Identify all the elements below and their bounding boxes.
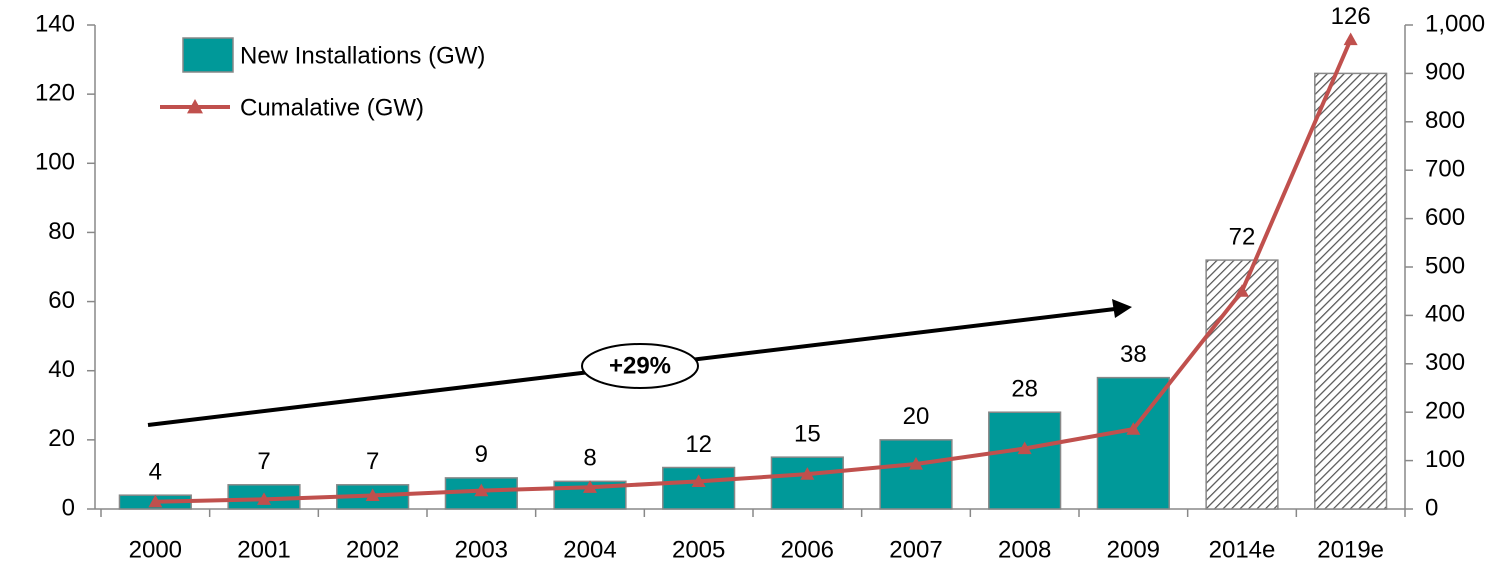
line-marker (909, 456, 923, 470)
y-tick-label: 80 (48, 218, 75, 245)
arrow-head (1112, 299, 1132, 318)
line-marker (1235, 284, 1249, 297)
value-label: 72 (1229, 223, 1256, 250)
bar (879, 439, 953, 510)
line-marker (1343, 32, 1358, 46)
x-tick-label: 2006 (781, 536, 834, 563)
x-tick-label: 2001 (237, 536, 290, 563)
value-label: 4 (149, 459, 162, 486)
value-label: 28 (1011, 376, 1038, 403)
x-tick-label: 2000 (129, 536, 182, 563)
value-label: 20 (903, 403, 930, 430)
line-marker (148, 494, 163, 508)
legend-marker (187, 99, 203, 114)
y2-tick-label: 0 (1425, 494, 1438, 521)
y2-tick-label: 900 (1425, 59, 1465, 86)
x-tick-label: 2009 (1107, 536, 1160, 563)
legend-label: New Installations (GW) (240, 42, 485, 69)
y-tick-label: 100 (35, 149, 75, 176)
bar (770, 456, 844, 510)
y2-tick-label: 1,000 (1425, 10, 1485, 37)
y2-tick-label: 500 (1425, 252, 1465, 279)
y2-tick-label: 100 (1425, 446, 1465, 473)
legend-swatch (182, 37, 234, 73)
line-marker (1017, 441, 1032, 455)
line-marker (474, 483, 489, 497)
line-marker (365, 488, 380, 502)
value-label: 126 (1331, 3, 1371, 30)
y2-tick-label: 300 (1425, 349, 1465, 376)
y-tick-label: 60 (48, 287, 75, 314)
value-label: 9 (475, 441, 488, 468)
line-marker (257, 492, 271, 505)
y-tick-label: 140 (35, 10, 75, 37)
bar (988, 411, 1062, 510)
annotation: +29% (609, 352, 671, 379)
bar (662, 466, 736, 510)
value-label: 15 (794, 420, 821, 447)
line-marker (691, 474, 706, 488)
y2-tick-label: 600 (1425, 204, 1465, 231)
x-tick-label: 2002 (346, 536, 399, 563)
value-label: 8 (583, 445, 596, 472)
x-tick-label: 2008 (998, 536, 1051, 563)
value-label: 12 (685, 431, 712, 458)
x-tick-label: 2014e (1209, 536, 1276, 563)
x-tick-label: 2007 (889, 536, 942, 563)
x-tick-label: 2005 (672, 536, 725, 563)
line-marker (583, 480, 597, 493)
y2-tick-label: 200 (1425, 398, 1465, 425)
annotation-bubble (581, 343, 699, 389)
value-label: 7 (257, 448, 270, 475)
line (155, 38, 1353, 504)
x-tick-label: 2004 (563, 536, 616, 563)
y2-tick-label: 800 (1425, 107, 1465, 134)
value-label: 7 (366, 448, 379, 475)
y2-tick-label: 400 (1425, 301, 1465, 328)
y-tick-label: 120 (35, 79, 75, 106)
y-tick-label: 40 (48, 356, 75, 383)
x-tick-label: 2019e (1317, 536, 1384, 563)
legend-label: Cumalative (GW) (240, 94, 424, 121)
line-marker (800, 467, 815, 480)
y-tick-label: 20 (48, 425, 75, 452)
bar (1205, 259, 1279, 510)
line-marker (1126, 422, 1141, 435)
y-tick-label: 0 (62, 494, 75, 521)
bar (1314, 72, 1388, 510)
x-tick-label: 2003 (455, 536, 508, 563)
value-label: 38 (1120, 341, 1147, 368)
y2-tick-label: 700 (1425, 156, 1465, 183)
